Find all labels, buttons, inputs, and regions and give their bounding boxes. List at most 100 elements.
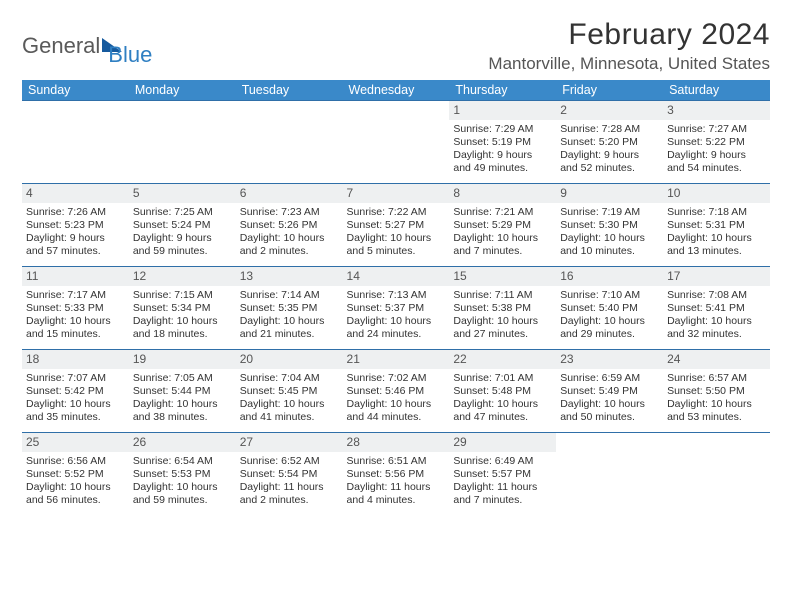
calendar-day-cell: 18Sunrise: 7:07 AMSunset: 5:42 PMDayligh…	[22, 350, 129, 433]
daylight-text: and 7 minutes.	[453, 494, 552, 507]
daylight-text: and 27 minutes.	[453, 328, 552, 341]
day-number: 12	[129, 267, 236, 286]
day-number: 26	[129, 433, 236, 452]
day-number: 5	[129, 184, 236, 203]
calendar-day-cell: 4Sunrise: 7:26 AMSunset: 5:23 PMDaylight…	[22, 184, 129, 267]
calendar-week-row: 25Sunrise: 6:56 AMSunset: 5:52 PMDayligh…	[22, 433, 770, 516]
day-number: 15	[449, 267, 556, 286]
calendar-day-cell: 1Sunrise: 7:29 AMSunset: 5:19 PMDaylight…	[449, 101, 556, 184]
calendar-week-row: 18Sunrise: 7:07 AMSunset: 5:42 PMDayligh…	[22, 350, 770, 433]
weekday-header: Sunday	[22, 80, 129, 101]
daylight-text: and 50 minutes.	[560, 411, 659, 424]
sunrise-text: Sunrise: 6:57 AM	[667, 372, 766, 385]
daylight-text: Daylight: 11 hours	[453, 481, 552, 494]
day-number: 28	[343, 433, 450, 452]
sunrise-text: Sunrise: 6:52 AM	[240, 455, 339, 468]
sunrise-text: Sunrise: 7:29 AM	[453, 123, 552, 136]
daylight-text: Daylight: 10 hours	[347, 315, 446, 328]
sunrise-text: Sunrise: 6:54 AM	[133, 455, 232, 468]
daylight-text: and 18 minutes.	[133, 328, 232, 341]
sunset-text: Sunset: 5:48 PM	[453, 385, 552, 398]
calendar-day-cell	[343, 101, 450, 184]
daylight-text: Daylight: 10 hours	[240, 398, 339, 411]
weekday-header-row: Sunday Monday Tuesday Wednesday Thursday…	[22, 80, 770, 101]
logo-text-gray: General	[22, 33, 100, 59]
day-number: 7	[343, 184, 450, 203]
logo-text-blue: Blue	[108, 42, 152, 68]
calendar-day-cell: 6Sunrise: 7:23 AMSunset: 5:26 PMDaylight…	[236, 184, 343, 267]
daylight-text: Daylight: 10 hours	[133, 398, 232, 411]
calendar-day-cell	[129, 101, 236, 184]
calendar-day-cell: 19Sunrise: 7:05 AMSunset: 5:44 PMDayligh…	[129, 350, 236, 433]
daylight-text: Daylight: 10 hours	[133, 315, 232, 328]
calendar-day-cell	[236, 101, 343, 184]
day-number: 19	[129, 350, 236, 369]
sunset-text: Sunset: 5:33 PM	[26, 302, 125, 315]
calendar-week-row: 4Sunrise: 7:26 AMSunset: 5:23 PMDaylight…	[22, 184, 770, 267]
calendar-day-cell: 11Sunrise: 7:17 AMSunset: 5:33 PMDayligh…	[22, 267, 129, 350]
sunset-text: Sunset: 5:27 PM	[347, 219, 446, 232]
calendar-day-cell: 23Sunrise: 6:59 AMSunset: 5:49 PMDayligh…	[556, 350, 663, 433]
daylight-text: and 13 minutes.	[667, 245, 766, 258]
daylight-text: Daylight: 10 hours	[240, 232, 339, 245]
sunset-text: Sunset: 5:38 PM	[453, 302, 552, 315]
sunset-text: Sunset: 5:57 PM	[453, 468, 552, 481]
daylight-text: and 15 minutes.	[26, 328, 125, 341]
calendar-day-cell: 27Sunrise: 6:52 AMSunset: 5:54 PMDayligh…	[236, 433, 343, 516]
daylight-text: and 35 minutes.	[26, 411, 125, 424]
sunrise-text: Sunrise: 6:49 AM	[453, 455, 552, 468]
day-number: 22	[449, 350, 556, 369]
sunset-text: Sunset: 5:54 PM	[240, 468, 339, 481]
daylight-text: Daylight: 9 hours	[26, 232, 125, 245]
daylight-text: Daylight: 10 hours	[453, 398, 552, 411]
month-title: February 2024	[488, 18, 770, 52]
sunset-text: Sunset: 5:50 PM	[667, 385, 766, 398]
sunrise-text: Sunrise: 7:14 AM	[240, 289, 339, 302]
daylight-text: and 53 minutes.	[667, 411, 766, 424]
daylight-text: and 4 minutes.	[347, 494, 446, 507]
daylight-text: Daylight: 10 hours	[133, 481, 232, 494]
sunset-text: Sunset: 5:52 PM	[26, 468, 125, 481]
calendar-day-cell: 10Sunrise: 7:18 AMSunset: 5:31 PMDayligh…	[663, 184, 770, 267]
daylight-text: Daylight: 10 hours	[453, 315, 552, 328]
daylight-text: Daylight: 10 hours	[26, 481, 125, 494]
calendar-day-cell: 17Sunrise: 7:08 AMSunset: 5:41 PMDayligh…	[663, 267, 770, 350]
calendar-day-cell: 3Sunrise: 7:27 AMSunset: 5:22 PMDaylight…	[663, 101, 770, 184]
sunrise-text: Sunrise: 7:28 AM	[560, 123, 659, 136]
sunset-text: Sunset: 5:37 PM	[347, 302, 446, 315]
sunrise-text: Sunrise: 7:25 AM	[133, 206, 232, 219]
sunset-text: Sunset: 5:40 PM	[560, 302, 659, 315]
calendar-day-cell: 5Sunrise: 7:25 AMSunset: 5:24 PMDaylight…	[129, 184, 236, 267]
sunset-text: Sunset: 5:45 PM	[240, 385, 339, 398]
calendar-day-cell: 22Sunrise: 7:01 AMSunset: 5:48 PMDayligh…	[449, 350, 556, 433]
daylight-text: and 52 minutes.	[560, 162, 659, 175]
sunrise-text: Sunrise: 7:13 AM	[347, 289, 446, 302]
sunset-text: Sunset: 5:42 PM	[26, 385, 125, 398]
daylight-text: and 10 minutes.	[560, 245, 659, 258]
sunrise-text: Sunrise: 7:18 AM	[667, 206, 766, 219]
daylight-text: and 32 minutes.	[667, 328, 766, 341]
daylight-text: Daylight: 10 hours	[26, 315, 125, 328]
sunset-text: Sunset: 5:31 PM	[667, 219, 766, 232]
sunset-text: Sunset: 5:22 PM	[667, 136, 766, 149]
weekday-header: Monday	[129, 80, 236, 101]
weekday-header: Wednesday	[343, 80, 450, 101]
daylight-text: Daylight: 9 hours	[133, 232, 232, 245]
calendar-day-cell: 25Sunrise: 6:56 AMSunset: 5:52 PMDayligh…	[22, 433, 129, 516]
sunset-text: Sunset: 5:19 PM	[453, 136, 552, 149]
day-number: 20	[236, 350, 343, 369]
sunrise-text: Sunrise: 7:19 AM	[560, 206, 659, 219]
daylight-text: and 29 minutes.	[560, 328, 659, 341]
sunset-text: Sunset: 5:49 PM	[560, 385, 659, 398]
day-number: 14	[343, 267, 450, 286]
sunrise-text: Sunrise: 6:59 AM	[560, 372, 659, 385]
daylight-text: and 24 minutes.	[347, 328, 446, 341]
sunset-text: Sunset: 5:29 PM	[453, 219, 552, 232]
calendar-week-row: 11Sunrise: 7:17 AMSunset: 5:33 PMDayligh…	[22, 267, 770, 350]
sunrise-text: Sunrise: 7:05 AM	[133, 372, 232, 385]
location-label: Mantorville, Minnesota, United States	[488, 54, 770, 74]
daylight-text: and 2 minutes.	[240, 494, 339, 507]
sunrise-text: Sunrise: 6:56 AM	[26, 455, 125, 468]
sunset-text: Sunset: 5:35 PM	[240, 302, 339, 315]
sunset-text: Sunset: 5:26 PM	[240, 219, 339, 232]
